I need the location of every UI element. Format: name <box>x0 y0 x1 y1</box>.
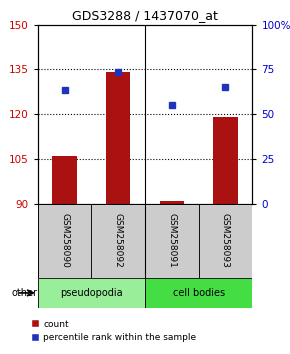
Bar <box>145 204 199 278</box>
Title: GDS3288 / 1437070_at: GDS3288 / 1437070_at <box>72 9 218 22</box>
Bar <box>213 117 238 204</box>
Text: GSM258093: GSM258093 <box>221 213 230 268</box>
Text: GSM258090: GSM258090 <box>60 213 69 268</box>
Text: GSM258092: GSM258092 <box>114 213 123 268</box>
Legend: count, percentile rank within the sample: count, percentile rank within the sample <box>28 316 200 346</box>
Bar <box>106 73 130 204</box>
Bar <box>145 278 252 308</box>
Text: other: other <box>12 288 38 298</box>
Bar <box>38 278 145 308</box>
Bar <box>160 201 184 204</box>
Text: GSM258091: GSM258091 <box>167 213 176 268</box>
Bar <box>38 204 91 278</box>
Bar <box>52 156 77 204</box>
Text: cell bodies: cell bodies <box>173 288 225 298</box>
Bar <box>91 204 145 278</box>
Bar <box>199 204 252 278</box>
Text: pseudopodia: pseudopodia <box>60 288 123 298</box>
